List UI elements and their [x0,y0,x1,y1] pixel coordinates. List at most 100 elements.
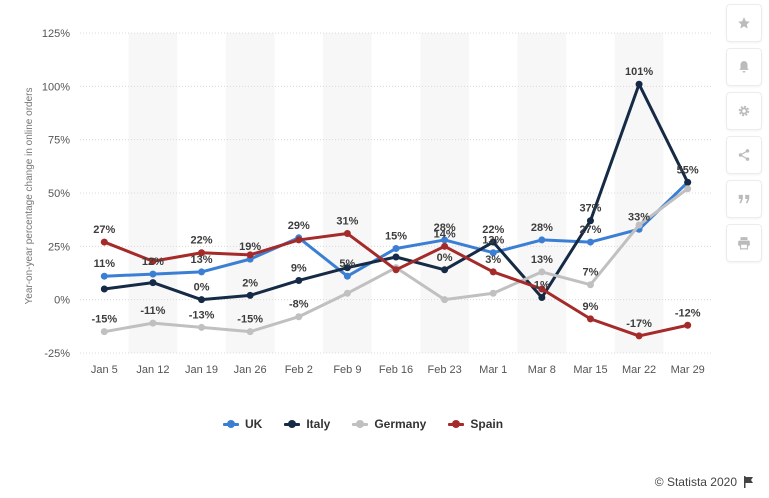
legend-marker-germany [352,419,369,429]
data-label-italy: 22% [482,224,504,236]
data-point-uk[interactable] [586,238,594,246]
data-label-uk: 29% [288,220,310,232]
data-point-uk[interactable] [198,268,206,276]
gear-icon [738,105,750,117]
data-point-italy[interactable] [441,266,449,274]
data-point-italy[interactable] [246,291,254,299]
data-label-uk: 55% [677,164,699,176]
data-label-italy: 9% [291,262,307,274]
chart-legend: UK Italy Germany Spain [0,417,726,431]
cite-button[interactable] [726,180,762,218]
data-label-spain: 9% [583,301,599,313]
x-tick-label: Jan 26 [234,364,267,376]
data-point-spain[interactable] [100,238,108,246]
legend-item-spain[interactable]: Spain [448,417,503,431]
data-point-germany[interactable] [100,328,108,336]
data-point-germany[interactable] [198,323,206,331]
data-point-italy[interactable] [635,80,643,88]
data-point-spain[interactable] [635,332,643,340]
data-point-germany[interactable] [586,281,594,289]
credit-text[interactable]: © Statista 2020 [654,475,737,489]
data-point-uk[interactable] [538,236,546,244]
data-label-uk: 5% [339,258,355,270]
print-button[interactable] [726,224,762,262]
data-point-spain[interactable] [538,285,546,293]
data-point-germany[interactable] [441,296,449,304]
y-axis-ticks: -25% 0% 25% 50% 75% 100% 125% [42,28,70,360]
data-point-germany[interactable] [489,289,497,297]
data-point-spain[interactable] [198,249,206,257]
data-point-italy[interactable] [100,285,108,293]
data-label-italy: 0% [194,282,210,294]
data-point-uk[interactable] [441,236,449,244]
data-point-spain[interactable] [246,251,254,259]
data-point-germany[interactable] [635,221,643,229]
data-point-germany[interactable] [684,185,692,193]
settings-button[interactable] [726,92,762,130]
data-label-italy: 101% [625,66,653,78]
legend-label-spain: Spain [470,417,504,431]
chart-series [100,80,692,340]
chart-toolbar [726,4,762,262]
data-point-spain[interactable] [684,321,692,329]
data-point-italy[interactable] [343,264,351,272]
data-point-spain[interactable] [441,242,449,250]
data-label-uk: 19% [239,241,261,253]
x-tick-label: Mar 8 [528,364,556,376]
data-point-spain[interactable] [295,236,303,244]
data-point-spain[interactable] [489,268,497,276]
data-label-germany: -15% [91,314,117,326]
data-label-spain: 27% [93,224,115,236]
data-label-spain: -12% [675,307,701,319]
y-tick-label: 125% [42,28,70,40]
y-tick-label: 25% [48,241,70,253]
x-tick-label: Mar 29 [671,364,705,376]
data-label-germany: 7% [583,267,599,279]
legend-item-italy[interactable]: Italy [284,417,330,431]
legend-marker-uk [222,419,239,429]
data-point-spain[interactable] [392,266,400,274]
data-point-uk[interactable] [100,272,108,280]
data-point-italy[interactable] [392,253,400,261]
data-point-germany[interactable] [295,313,303,321]
legend-item-uk[interactable]: UK [222,417,262,431]
legend-label-germany: Germany [374,417,427,431]
data-label-uk: 12% [142,256,164,268]
data-point-italy[interactable] [586,217,594,225]
data-point-italy[interactable] [538,294,546,302]
share-button[interactable] [726,136,762,174]
data-label-italy: 1% [534,280,550,292]
data-point-uk[interactable] [149,270,157,278]
legend-marker-italy [284,419,301,429]
legend-item-germany[interactable]: Germany [352,417,426,431]
data-point-germany[interactable] [149,319,157,327]
favorite-button[interactable] [726,4,762,42]
data-point-italy[interactable] [684,178,692,186]
data-point-italy[interactable] [149,279,157,287]
x-tick-label: Feb 16 [379,364,413,376]
data-label-germany: -11% [140,305,165,317]
data-point-italy[interactable] [489,238,497,246]
data-point-germany[interactable] [538,268,546,276]
x-tick-label: Jan 12 [136,364,169,376]
data-point-spain[interactable] [343,230,351,238]
data-point-spain[interactable] [586,315,594,323]
data-label-spain: -17% [626,318,652,330]
share-icon [738,149,750,161]
data-point-uk[interactable] [489,249,497,257]
data-point-germany[interactable] [246,328,254,336]
notification-button[interactable] [726,48,762,86]
y-tick-label: 50% [48,188,70,200]
flag-icon[interactable] [743,476,755,488]
data-point-uk[interactable] [343,272,351,280]
data-label-italy: 0% [437,252,453,264]
data-label-germany: 13% [531,254,553,266]
data-point-uk[interactable] [392,244,400,252]
data-label-spain: 3% [485,254,501,266]
data-point-italy[interactable] [198,296,206,304]
data-point-germany[interactable] [343,289,351,297]
data-point-italy[interactable] [295,276,303,284]
data-label-uk: 13% [482,235,504,247]
y-tick-label: 100% [42,81,70,93]
data-point-spain[interactable] [149,257,157,265]
